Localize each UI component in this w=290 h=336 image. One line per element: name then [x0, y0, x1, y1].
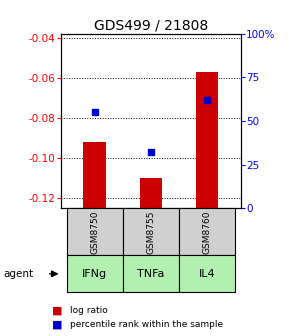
Bar [83, 142, 106, 208]
Text: percentile rank within the sample: percentile rank within the sample [70, 320, 223, 329]
Bar [66, 255, 123, 292]
Text: agent: agent [3, 269, 33, 279]
Text: ■: ■ [52, 306, 63, 316]
Title: GDS499 / 21808: GDS499 / 21808 [94, 18, 208, 33]
Text: GSM8755: GSM8755 [146, 210, 155, 254]
Text: GSM8750: GSM8750 [90, 210, 99, 254]
Text: ■: ■ [52, 319, 63, 329]
Bar [123, 208, 179, 255]
Text: IL4: IL4 [199, 269, 215, 279]
Text: GSM8760: GSM8760 [202, 210, 211, 254]
Bar [196, 72, 218, 208]
Bar [139, 178, 162, 208]
Bar [179, 208, 235, 255]
Text: TNFa: TNFa [137, 269, 164, 279]
Bar [123, 255, 179, 292]
Bar [66, 208, 123, 255]
Text: log ratio: log ratio [70, 306, 107, 315]
Bar [179, 255, 235, 292]
Text: IFNg: IFNg [82, 269, 107, 279]
